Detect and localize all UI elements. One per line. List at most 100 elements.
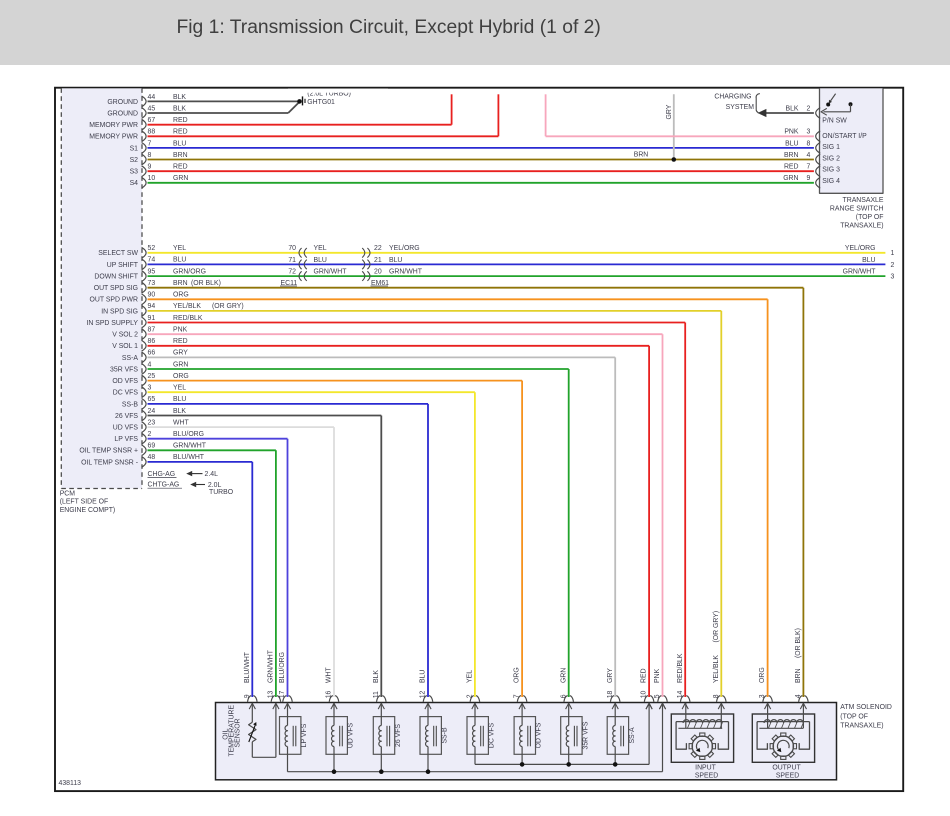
svg-text:ORG: ORG bbox=[173, 292, 189, 299]
svg-text:BLK: BLK bbox=[173, 94, 186, 101]
svg-text:PCM: PCM bbox=[60, 490, 76, 497]
svg-text:INPUT: INPUT bbox=[695, 764, 716, 771]
svg-text:MEMORY PWR: MEMORY PWR bbox=[89, 134, 138, 141]
svg-text:RED: RED bbox=[173, 338, 188, 345]
svg-text:14: 14 bbox=[677, 690, 684, 698]
svg-text:10: 10 bbox=[641, 690, 648, 698]
svg-text:V SOL 2: V SOL 2 bbox=[112, 332, 138, 339]
svg-text:SELECT SW: SELECT SW bbox=[98, 250, 138, 257]
svg-text:7: 7 bbox=[514, 694, 521, 698]
svg-text:SIG 1: SIG 1 bbox=[822, 144, 840, 151]
svg-text:LP VFS: LP VFS bbox=[114, 436, 138, 443]
svg-text:35R VFS: 35R VFS bbox=[110, 366, 138, 373]
svg-text:8: 8 bbox=[713, 694, 720, 698]
svg-text:11: 11 bbox=[373, 691, 380, 698]
svg-text:17: 17 bbox=[279, 690, 286, 698]
svg-text:IN SPD SIG: IN SPD SIG bbox=[101, 308, 138, 315]
svg-text:V SOL 1: V SOL 1 bbox=[112, 343, 138, 350]
svg-text:9: 9 bbox=[148, 164, 152, 171]
svg-text:7: 7 bbox=[807, 164, 811, 171]
svg-text:9: 9 bbox=[807, 175, 811, 182]
svg-text:OIL: OIL bbox=[222, 728, 229, 739]
svg-text:EM61: EM61 bbox=[371, 280, 389, 287]
svg-text:45: 45 bbox=[148, 105, 156, 112]
svg-text:S3: S3 bbox=[130, 169, 139, 176]
svg-text:GRN/WHT: GRN/WHT bbox=[843, 269, 877, 276]
svg-text:8: 8 bbox=[148, 152, 152, 159]
svg-text:(OR GRY): (OR GRY) bbox=[212, 303, 244, 310]
svg-text:10: 10 bbox=[148, 175, 156, 182]
svg-text:ON/START I/P: ON/START I/P bbox=[822, 133, 867, 140]
svg-text:S2: S2 bbox=[130, 157, 139, 164]
svg-text:BLK: BLK bbox=[373, 670, 380, 683]
svg-text:2: 2 bbox=[891, 262, 895, 269]
svg-text:RED: RED bbox=[173, 164, 188, 171]
svg-text:CHG-AG: CHG-AG bbox=[148, 471, 176, 478]
svg-text:73: 73 bbox=[148, 280, 156, 287]
svg-text:RED: RED bbox=[641, 668, 648, 683]
svg-text:(TOP OF: (TOP OF bbox=[840, 713, 868, 720]
svg-text:BRN: BRN bbox=[634, 151, 649, 158]
svg-text:BLU: BLU bbox=[314, 257, 327, 264]
svg-text:SIG 2: SIG 2 bbox=[822, 155, 840, 162]
svg-text:2: 2 bbox=[148, 431, 152, 438]
svg-text:ORG: ORG bbox=[759, 667, 766, 683]
svg-text:88: 88 bbox=[148, 129, 156, 136]
svg-text:CHARGING: CHARGING bbox=[714, 93, 751, 100]
svg-text:24: 24 bbox=[148, 408, 156, 415]
svg-text:YEL: YEL bbox=[173, 385, 186, 392]
svg-text:S1: S1 bbox=[130, 145, 139, 152]
svg-text:OD VFS: OD VFS bbox=[112, 378, 138, 385]
svg-text:16: 16 bbox=[326, 690, 333, 698]
svg-text:3: 3 bbox=[807, 129, 811, 136]
svg-text:(2.0L TURBO): (2.0L TURBO) bbox=[307, 91, 351, 98]
svg-text:S4: S4 bbox=[130, 180, 139, 187]
svg-text:WHT: WHT bbox=[173, 419, 189, 426]
svg-text:(LEFT SIDE OF: (LEFT SIDE OF bbox=[60, 499, 108, 506]
svg-text:71: 71 bbox=[288, 257, 296, 264]
svg-text:WHT: WHT bbox=[326, 667, 333, 683]
svg-text:(OR GRY): (OR GRY) bbox=[713, 611, 720, 643]
svg-text:GRN: GRN bbox=[560, 668, 567, 683]
svg-text:OUT SPD SIG: OUT SPD SIG bbox=[94, 285, 138, 292]
svg-text:74: 74 bbox=[148, 257, 156, 264]
svg-text:48: 48 bbox=[148, 454, 156, 461]
svg-text:66: 66 bbox=[148, 350, 156, 357]
svg-text:YEL/BLK: YEL/BLK bbox=[713, 655, 720, 683]
svg-text:TEMPERATURE: TEMPERATURE bbox=[229, 705, 236, 757]
svg-text:TRANSAXLE): TRANSAXLE) bbox=[840, 722, 883, 729]
svg-text:2: 2 bbox=[467, 694, 474, 698]
svg-text:2: 2 bbox=[807, 105, 811, 112]
svg-text:4: 4 bbox=[795, 694, 802, 698]
svg-text:TRANSAXLE): TRANSAXLE) bbox=[840, 223, 883, 230]
svg-text:BLU: BLU bbox=[173, 257, 186, 264]
svg-text:SS-A: SS-A bbox=[122, 355, 138, 362]
svg-text:GRN/WHT: GRN/WHT bbox=[268, 649, 275, 683]
svg-text:86: 86 bbox=[148, 338, 156, 345]
svg-text:OUT SPD PWR: OUT SPD PWR bbox=[90, 297, 139, 304]
svg-text:LP VFS: LP VFS bbox=[301, 723, 308, 747]
svg-text:BLU: BLU bbox=[389, 257, 402, 264]
svg-text:18: 18 bbox=[607, 690, 614, 698]
svg-text:23: 23 bbox=[148, 419, 156, 426]
svg-text:P/N SW: P/N SW bbox=[822, 117, 847, 124]
svg-text:BLU: BLU bbox=[785, 140, 798, 147]
svg-text:2.0L: 2.0L bbox=[208, 482, 222, 489]
svg-text:67: 67 bbox=[148, 117, 156, 124]
svg-text:94: 94 bbox=[148, 303, 156, 310]
svg-text:90: 90 bbox=[148, 292, 156, 299]
svg-text:GROUND: GROUND bbox=[107, 110, 138, 117]
svg-text:ATM SOLENOID: ATM SOLENOID bbox=[840, 704, 892, 711]
svg-text:SIG 4: SIG 4 bbox=[822, 178, 840, 185]
svg-text:87: 87 bbox=[148, 327, 156, 334]
svg-text:91: 91 bbox=[148, 315, 156, 322]
svg-text:9: 9 bbox=[244, 694, 251, 698]
svg-text:GRN/WHT: GRN/WHT bbox=[389, 269, 423, 276]
svg-text:UD VFS: UD VFS bbox=[348, 722, 355, 748]
svg-text:DOWN SHIFT: DOWN SHIFT bbox=[94, 274, 138, 281]
svg-text:UP SHIFT: UP SHIFT bbox=[107, 262, 139, 269]
svg-text:OIL TEMP SNSR -: OIL TEMP SNSR - bbox=[81, 459, 138, 466]
svg-text:YEL/ORG: YEL/ORG bbox=[389, 245, 420, 252]
svg-text:21: 21 bbox=[374, 257, 382, 264]
svg-text:DC VFS: DC VFS bbox=[489, 722, 496, 748]
